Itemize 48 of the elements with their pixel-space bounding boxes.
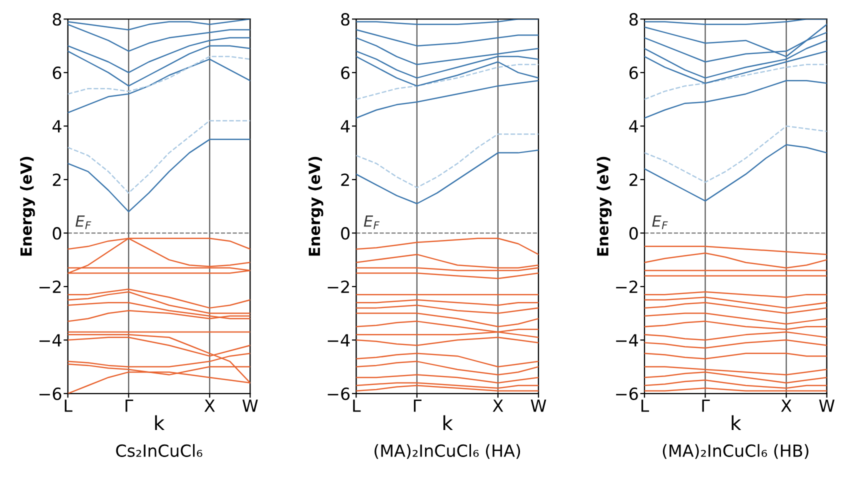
y-tick-label: 2 xyxy=(52,174,61,186)
y-tick-label: 2 xyxy=(630,174,638,186)
y-tick-label: −4 xyxy=(616,334,638,346)
y-tick-label: 0 xyxy=(52,227,62,240)
x-tick-label: L xyxy=(353,400,361,412)
x-tick-label: W xyxy=(530,400,546,412)
x-tick-label: Γ xyxy=(126,400,134,412)
y-tick-label: −2 xyxy=(39,280,61,293)
y-tick-label: −6 xyxy=(39,387,62,400)
y-tick-label: 8 xyxy=(52,13,62,26)
y-axis-title: Energy (eV) xyxy=(308,156,324,256)
text: Cs₂InCuCl₆ xyxy=(116,444,202,457)
y-tick-label: 6 xyxy=(341,66,350,80)
x-axis-title: k xyxy=(732,415,742,430)
y-tick-label: −2 xyxy=(328,280,349,293)
x-tick-label: W xyxy=(242,400,258,412)
y-axis-title: Energy (eV) xyxy=(20,156,35,256)
x-tick-label: L xyxy=(641,400,650,412)
y-tick-label: −6 xyxy=(616,387,638,400)
x-tick-label: L xyxy=(64,400,72,412)
y-tick-label: 6 xyxy=(52,66,62,80)
x-tick-label: Γ xyxy=(702,400,710,412)
y-tick-label: 2 xyxy=(341,174,349,186)
y-tick-label: 4 xyxy=(52,120,62,132)
y-tick-label: −4 xyxy=(328,334,350,346)
x-tick-label: X xyxy=(204,400,215,412)
y-axis-title: Energy (eV) xyxy=(596,156,612,256)
y-tick-label: 8 xyxy=(341,13,350,26)
y-tick-label: −6 xyxy=(328,387,350,400)
x-axis-title: k xyxy=(155,415,165,430)
y-tick-label: −4 xyxy=(39,334,62,346)
ref-line-label: E$_{F}$ xyxy=(652,216,668,230)
text: (MA)₂InCuCl₆ (HA) xyxy=(374,444,520,459)
x-tick-label: W xyxy=(819,400,834,412)
y-tick-label: −2 xyxy=(616,280,638,293)
x-tick-label: X xyxy=(492,400,504,412)
x-tick-label: Γ xyxy=(414,400,422,412)
y-tick-label: 0 xyxy=(341,227,350,240)
x-axis-title: k xyxy=(443,415,453,430)
ref-line-label: E$_{F}$ xyxy=(364,216,380,230)
y-tick-label: 4 xyxy=(629,120,638,132)
y-tick-label: 4 xyxy=(340,120,350,132)
y-tick-label: 0 xyxy=(629,227,638,240)
x-tick-label: X xyxy=(781,400,792,412)
ref-line-label: E$_{F}$ xyxy=(76,216,92,230)
text: (MA)₂InCuCl₆ (HB) xyxy=(662,444,808,459)
y-tick-label: 8 xyxy=(629,13,638,26)
y-tick-label: 6 xyxy=(629,66,638,80)
